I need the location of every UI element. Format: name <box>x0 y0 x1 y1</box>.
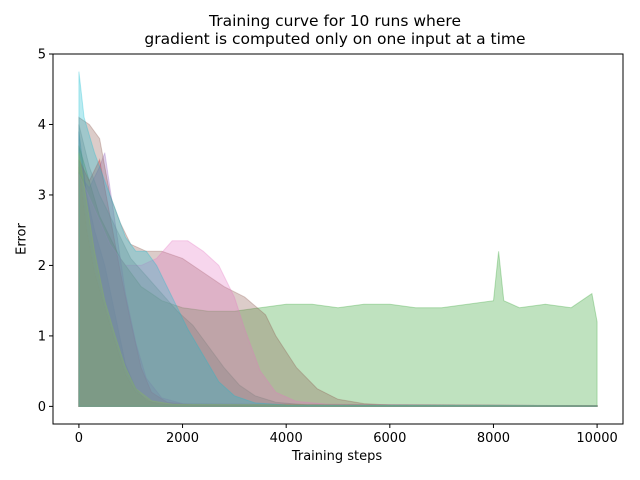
series-run-5 <box>78 152 598 407</box>
series-run-10 <box>78 71 598 407</box>
y-tick-label: 0 <box>38 400 46 415</box>
series-run-1 <box>78 131 598 407</box>
y-tick-label: 2 <box>38 259 46 274</box>
series-layer <box>78 71 598 407</box>
tick-layer: 0 2000 4000 6000 8000 10000 0 1 2 3 4 5 <box>38 48 618 447</box>
x-tick-label: 4000 <box>270 431 303 446</box>
x-axis-label: Training steps <box>291 449 383 464</box>
chart-title-line-1: Training curve for 10 runs where <box>209 12 461 30</box>
y-tick-label: 1 <box>38 329 46 344</box>
x-tick-label: 0 <box>75 431 83 446</box>
plot-frame <box>52 53 624 425</box>
series-run-2 <box>78 166 598 407</box>
series-run-8 <box>78 124 598 407</box>
series-run-3 <box>78 145 598 407</box>
chart-title-line-2: gradient is computed only on one input a… <box>144 30 526 48</box>
x-tick-label: 6000 <box>373 431 406 446</box>
y-tick-label: 3 <box>38 188 46 203</box>
y-tick-label: 4 <box>38 118 46 133</box>
series-run-9 <box>78 152 598 407</box>
x-tick-label: 2000 <box>166 431 199 446</box>
x-tick-label: 10000 <box>576 431 617 446</box>
series-run-7 <box>78 173 598 407</box>
y-tick-label: 5 <box>38 48 46 63</box>
series-run-6 <box>78 116 598 407</box>
series-run-4 <box>78 158 598 407</box>
y-axis-label: Error <box>14 223 30 255</box>
x-tick-label: 8000 <box>477 431 510 446</box>
